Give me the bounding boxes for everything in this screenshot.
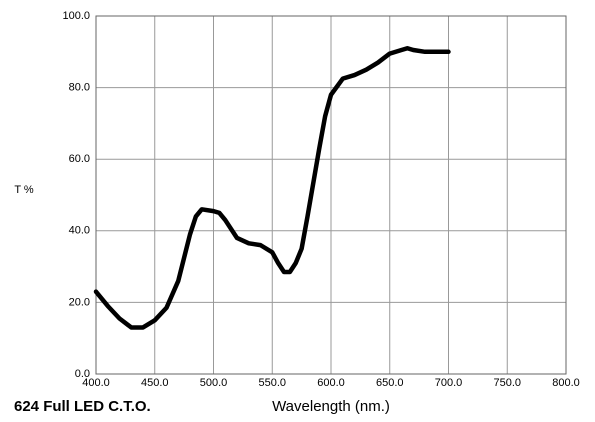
x-tick-label: 450.0 — [141, 377, 169, 389]
x-tick-label: 750.0 — [493, 377, 521, 389]
data-line — [93, 45, 451, 330]
y-tick-label: 80.0 — [69, 82, 90, 94]
y-tick-label: 20.0 — [69, 296, 90, 308]
x-tick-label: 800.0 — [552, 377, 580, 389]
x-tick-label: 500.0 — [200, 377, 228, 389]
y-tick-label: 0.0 — [75, 368, 90, 380]
plot-border — [95, 15, 567, 375]
y-tick-label: 60.0 — [69, 153, 90, 165]
x-tick-label: 400.0 — [82, 377, 110, 389]
y-tick-label: 100.0 — [62, 10, 90, 22]
x-tick-label: 550.0 — [258, 377, 286, 389]
chart-title: 624 Full LED C.T.O. — [14, 398, 151, 415]
y-tick-label: 40.0 — [69, 225, 90, 237]
x-tick-label: 650.0 — [376, 377, 404, 389]
x-axis-label: Wavelength (nm.) — [272, 398, 390, 415]
x-tick-label: 700.0 — [435, 377, 463, 389]
x-tick-label: 600.0 — [317, 377, 345, 389]
y-axis-label: T % — [14, 184, 34, 196]
